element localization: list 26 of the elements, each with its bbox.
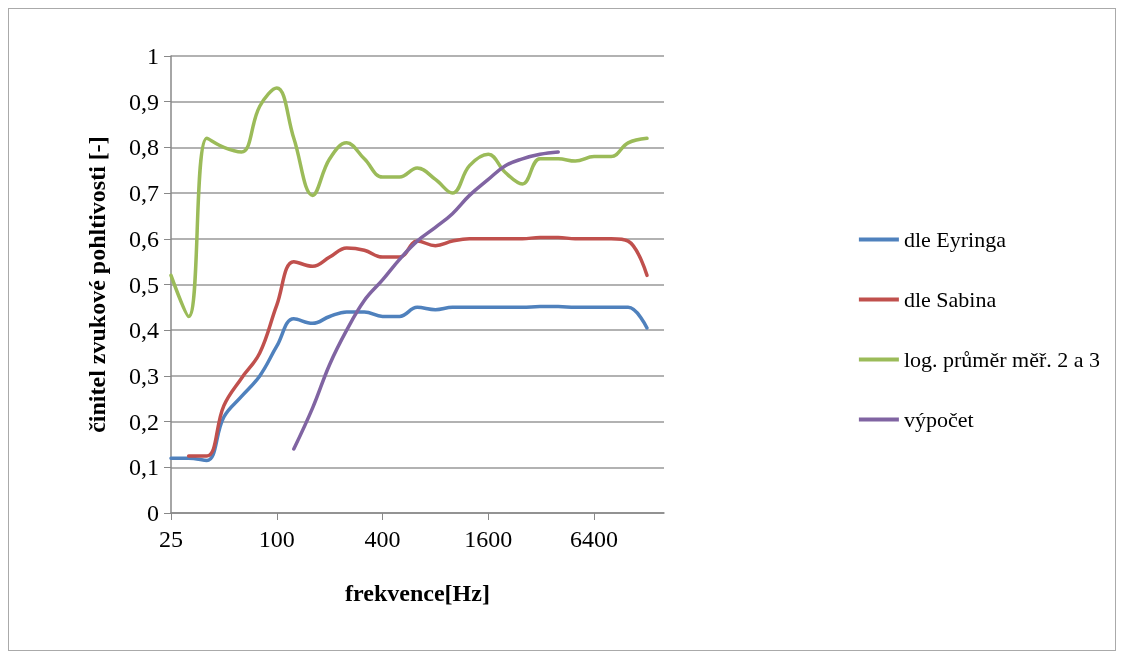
legend-label: dle Sabina	[903, 287, 997, 312]
line-series	[186, 235, 649, 458]
y-tick-label: 0,9	[129, 88, 159, 115]
x-axis-title: frekvence[Hz]	[345, 580, 490, 606]
y-tick-label: 0	[147, 500, 159, 526]
line-series	[169, 86, 649, 319]
y-tick-label: 0,5	[129, 271, 159, 298]
y-tick-label: 0,1	[129, 454, 159, 481]
y-tick-label: 0,3	[129, 362, 159, 389]
y-tick-label: 0,2	[129, 408, 159, 435]
legend-label: výpočet	[903, 407, 974, 432]
legend-label: log. průměr měř. 2 a 3	[903, 347, 1100, 372]
x-tick-label: 100	[258, 526, 295, 552]
y-axis-title: činitel zvukové pohltivosti [-]	[84, 136, 110, 433]
y-tick-label: 0,4	[129, 317, 159, 344]
y-tick-label: 0,6	[129, 225, 159, 252]
x-tick-label: 6400	[570, 526, 619, 552]
line-series	[169, 304, 649, 463]
y-tick-label: 1	[147, 43, 159, 69]
y-tick-label: 0,8	[129, 134, 159, 161]
x-tick-label: 25	[159, 526, 183, 552]
x-tick-label: 400	[364, 526, 401, 552]
legend-label: dle Eyringa	[903, 227, 1007, 252]
line-series	[292, 150, 560, 451]
x-tick-label: 1600	[464, 526, 513, 552]
y-tick-label: 0,7	[129, 180, 159, 207]
